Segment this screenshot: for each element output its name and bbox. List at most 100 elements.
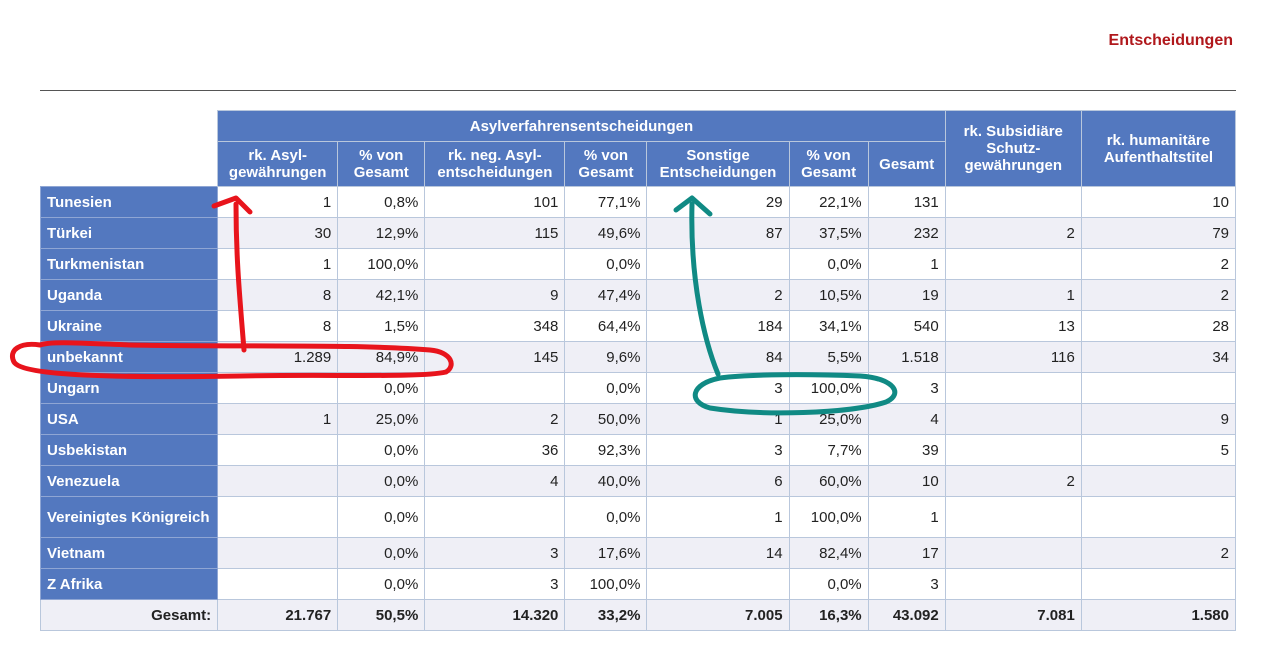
value-cell	[646, 568, 790, 600]
value-cell: 1	[646, 496, 790, 538]
value-cell: 0,0%	[337, 568, 426, 600]
value-cell: 0,0%	[337, 434, 426, 466]
value-cell: 0,0%	[564, 496, 648, 538]
country-cell: Venezuela	[39, 465, 219, 497]
value-cell: 9,6%	[564, 341, 648, 373]
col-header: Sonstige Entscheidungen	[646, 141, 790, 187]
value-cell: 42,1%	[337, 279, 426, 311]
total-cell: 14.320	[424, 599, 566, 631]
group-header: Asylverfahrensentscheidungen	[217, 110, 946, 142]
value-cell: 0,0%	[788, 568, 869, 600]
total-cell: 21.767	[217, 599, 339, 631]
value-cell: 4	[424, 465, 566, 497]
value-cell: 1	[217, 248, 339, 280]
table-row: Ukraine 8 1,5% 348 64,4% 184 34,1% 540 13 28	[39, 310, 1237, 342]
value-cell: 82,4%	[788, 537, 869, 569]
value-cell	[646, 248, 790, 280]
table-row: Turkmenistan 1 100,0% 0,0% 0,0% 1 2	[39, 248, 1237, 280]
value-cell: 4	[867, 403, 946, 435]
value-cell: 13	[944, 310, 1082, 342]
value-cell	[944, 537, 1082, 569]
table-row: Venezuela 0,0% 4 40,0% 6 60,0% 10 2	[39, 465, 1237, 497]
value-cell	[217, 372, 339, 404]
value-cell: 50,0%	[564, 403, 648, 435]
value-cell: 131	[867, 186, 946, 218]
value-cell	[944, 403, 1082, 435]
value-cell: 47,4%	[564, 279, 648, 311]
value-cell: 0,0%	[337, 537, 426, 569]
total-cell: 16,3%	[788, 599, 869, 631]
col-header: rk. Asyl-gewährungen	[217, 141, 339, 187]
value-cell	[424, 496, 566, 538]
value-cell: 184	[646, 310, 790, 342]
value-cell: 5,5%	[788, 341, 869, 373]
value-cell: 29	[646, 186, 790, 218]
col-header: % von Gesamt	[337, 141, 426, 187]
value-cell: 1.289	[217, 341, 339, 373]
value-cell: 3	[867, 568, 946, 600]
value-cell: 3	[424, 537, 566, 569]
value-cell	[944, 496, 1082, 538]
value-cell: 14	[646, 537, 790, 569]
value-cell: 8	[217, 310, 339, 342]
value-cell: 84	[646, 341, 790, 373]
value-cell	[217, 465, 339, 497]
value-cell: 115	[424, 217, 566, 249]
value-cell: 34,1%	[788, 310, 869, 342]
value-cell	[944, 434, 1082, 466]
country-cell: Ungarn	[39, 372, 219, 404]
table-row: unbekannt 1.289 84,9% 145 9,6% 84 5,5% 1.518 116…	[39, 341, 1237, 373]
value-cell: 145	[424, 341, 566, 373]
country-cell: Usbekistan	[39, 434, 219, 466]
value-cell: 77,1%	[564, 186, 648, 218]
value-cell	[1080, 568, 1237, 600]
value-cell: 37,5%	[788, 217, 869, 249]
value-cell	[1080, 372, 1237, 404]
value-cell: 100,0%	[337, 248, 426, 280]
value-cell: 2	[1080, 537, 1237, 569]
value-cell: 1,5%	[337, 310, 426, 342]
value-cell: 22,1%	[788, 186, 869, 218]
table-row: Vereinigtes Königreich 0,0% 0,0% 1 100,0% 1	[39, 496, 1237, 538]
value-cell: 39	[867, 434, 946, 466]
value-cell: 0,0%	[788, 248, 869, 280]
country-cell: Türkei	[39, 217, 219, 249]
value-cell: 8	[217, 279, 339, 311]
table-row: Türkei 30 12,9% 115 49,6% 87 37,5% 232 2 79	[39, 217, 1237, 249]
col-header: % von Gesamt	[564, 141, 648, 187]
value-cell	[1080, 465, 1237, 497]
total-cell: 50,5%	[337, 599, 426, 631]
total-cell: 7.005	[646, 599, 790, 631]
value-cell: 84,9%	[337, 341, 426, 373]
table-row: Tunesien 1 0,8% 101 77,1% 29 22,1% 131 10	[39, 186, 1237, 218]
country-cell: Uganda	[39, 279, 219, 311]
value-cell: 9	[424, 279, 566, 311]
value-cell: 1.518	[867, 341, 946, 373]
value-cell: 0,0%	[337, 465, 426, 497]
value-cell: 3	[424, 568, 566, 600]
value-cell: 25,0%	[337, 403, 426, 435]
corner-blank	[40, 110, 218, 187]
page-title: Entscheidungen	[1108, 32, 1233, 49]
value-cell: 40,0%	[564, 465, 648, 497]
value-cell: 2	[424, 403, 566, 435]
value-cell	[217, 496, 339, 538]
value-cell: 3	[646, 372, 790, 404]
value-cell: 12,9%	[337, 217, 426, 249]
value-cell: 17,6%	[564, 537, 648, 569]
col-header: Gesamt	[867, 141, 946, 187]
value-cell: 30	[217, 217, 339, 249]
value-cell: 2	[1080, 248, 1237, 280]
value-cell: 9	[1080, 403, 1237, 435]
value-cell: 2	[944, 217, 1082, 249]
country-cell: USA	[39, 403, 219, 435]
col-header: % von Gesamt	[788, 141, 869, 187]
value-cell: 34	[1080, 341, 1237, 373]
col-header-subsidiary: rk. Subsidiäre Schutz-gewährungen	[944, 110, 1082, 187]
value-cell: 25,0%	[788, 403, 869, 435]
country-cell: Vietnam	[39, 537, 219, 569]
value-cell: 19	[867, 279, 946, 311]
value-cell: 60,0%	[788, 465, 869, 497]
divider	[40, 90, 1236, 91]
value-cell: 3	[646, 434, 790, 466]
